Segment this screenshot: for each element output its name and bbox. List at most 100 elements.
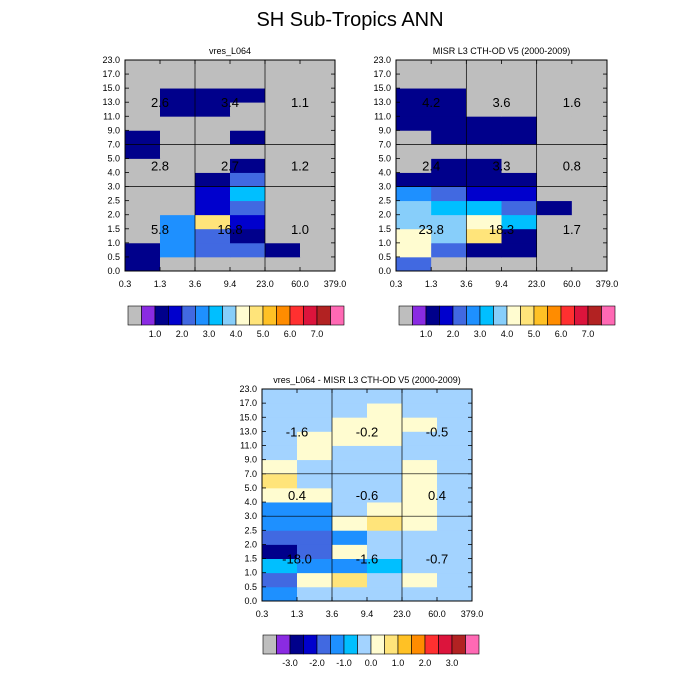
- heatmap-cell: [262, 403, 298, 418]
- heatmap-cell: [536, 256, 573, 272]
- colorbar-swatch: [316, 634, 331, 655]
- y-tick-label: 1.0: [107, 238, 120, 248]
- x-tick-label: 23.0: [528, 279, 546, 289]
- colorbar-swatch: [303, 634, 318, 655]
- colorbar-swatch: [195, 305, 210, 326]
- heatmap-cell: [437, 487, 473, 503]
- heatmap-cell: [332, 544, 368, 559]
- y-tick-label: 5.0: [378, 153, 391, 163]
- heatmap-cell: [160, 144, 196, 159]
- heatmap-cell: [230, 116, 266, 131]
- y-tick-label: 5.0: [107, 153, 120, 163]
- y-tick-label: 1.0: [244, 568, 257, 578]
- heatmap-cell: [125, 200, 161, 216]
- y-tick-label: 2.5: [244, 525, 257, 535]
- colorbar-label: 2.0: [419, 658, 432, 668]
- heatmap-cell: [230, 88, 266, 103]
- y-tick-label: 0.0: [378, 266, 391, 276]
- box-value-label: -0.5: [426, 424, 448, 439]
- y-tick-label: 3.0: [378, 182, 391, 192]
- heatmap-cell: [367, 431, 403, 446]
- heatmap-cell: [332, 431, 368, 446]
- heatmap-cell: [466, 256, 502, 272]
- heatmap-cell: [300, 242, 336, 258]
- y-tick-label: 17.0: [373, 69, 391, 79]
- heatmap-cell: [262, 431, 298, 446]
- y-tick-label: 13.0: [373, 97, 391, 107]
- box-value-label: 3.6: [492, 95, 510, 110]
- y-tick-label: 0.0: [107, 266, 120, 276]
- heatmap-cell: [571, 200, 608, 216]
- box-value-label: 0.8: [563, 159, 581, 174]
- colorbar-swatch: [357, 634, 372, 655]
- heatmap-cell: [437, 473, 473, 489]
- heatmap-cell: [396, 116, 432, 131]
- heatmap-cell: [230, 102, 266, 117]
- x-tick-label: 60.0: [563, 279, 581, 289]
- heatmap-cell: [431, 74, 467, 89]
- heatmap-cell: [396, 158, 432, 173]
- heatmap-cell: [195, 158, 231, 173]
- heatmap-cell: [396, 214, 432, 230]
- heatmap-cell: [501, 186, 538, 202]
- colorbar-label: 4.0: [230, 329, 243, 339]
- colorbar-swatch: [493, 305, 508, 326]
- heatmap-cell: [431, 228, 467, 244]
- colorbar-swatch: [208, 305, 223, 326]
- heatmap-cell: [431, 144, 467, 159]
- colorbar-swatch: [506, 305, 521, 326]
- heatmap-cell: [571, 256, 608, 272]
- colorbar-swatch: [533, 305, 548, 326]
- heatmap-cell: [571, 60, 608, 75]
- heatmap-cell: [262, 544, 298, 559]
- heatmap-cell: [265, 186, 301, 202]
- heatmap-cell: [437, 431, 473, 446]
- y-tick-label: 1.5: [378, 224, 391, 234]
- heatmap-cell: [396, 74, 432, 89]
- heatmap-cell: [195, 60, 231, 75]
- heatmap-cell: [571, 214, 608, 230]
- heatmap-cell: [466, 200, 502, 216]
- heatmap-cell: [571, 186, 608, 202]
- heatmap-cell: [300, 102, 336, 117]
- box-value-label: 0.4: [288, 488, 306, 503]
- heatmap-cell: [300, 200, 336, 216]
- heatmap-cell: [402, 502, 438, 517]
- heatmap-cell: [396, 186, 432, 202]
- heatmap-cell: [265, 102, 301, 117]
- x-tick-label: 379.0: [324, 279, 347, 289]
- y-tick-label: 15.0: [373, 83, 391, 93]
- heatmap-cell: [571, 102, 608, 117]
- y-tick-label: 23.0: [373, 55, 391, 65]
- heatmap-cell: [402, 572, 438, 588]
- heatmap-cell: [367, 417, 403, 432]
- heatmap-cell: [536, 186, 573, 202]
- heatmap-cell: [571, 74, 608, 89]
- heatmap-cell: [437, 502, 473, 517]
- heatmap-cell: [230, 144, 266, 159]
- heatmap-cell: [195, 144, 231, 159]
- colorbar-swatch: [262, 305, 277, 326]
- heatmap-cell: [466, 186, 502, 202]
- heatmap-cell: [265, 130, 301, 145]
- x-tick-label: 23.0: [393, 609, 411, 619]
- heatmap-cell: [431, 200, 467, 216]
- box-value-label: 1.1: [291, 95, 309, 110]
- heatmap-cell: [437, 530, 473, 545]
- heatmap-cell: [431, 102, 467, 117]
- heatmap-cell: [160, 172, 196, 187]
- heatmap-cell: [297, 417, 333, 432]
- colorbar-swatch: [412, 305, 427, 326]
- box-value-label: 0.4: [428, 488, 446, 503]
- heatmap-cell: [160, 186, 196, 202]
- heatmap-cell: [297, 445, 333, 461]
- heatmap-cell: [125, 242, 161, 258]
- heatmap-cell: [300, 186, 336, 202]
- heatmap-cell: [230, 242, 266, 258]
- colorbar-swatch: [465, 634, 480, 655]
- heatmap-cell: [160, 116, 196, 131]
- x-tick-label: 3.6: [189, 279, 202, 289]
- y-tick-label: 11.0: [103, 111, 120, 121]
- heatmap-cell: [297, 544, 333, 559]
